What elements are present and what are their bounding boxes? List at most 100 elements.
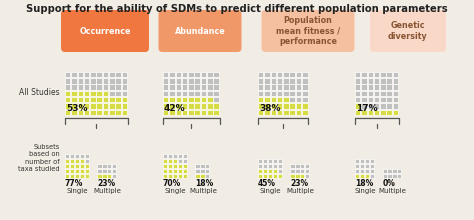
Bar <box>302 84 308 90</box>
Bar <box>386 72 392 77</box>
Bar <box>278 159 282 163</box>
Bar <box>173 174 177 178</box>
Bar <box>258 103 264 109</box>
Bar <box>271 84 276 90</box>
Bar <box>173 159 177 163</box>
Bar <box>263 159 267 163</box>
Bar <box>383 174 387 178</box>
Text: Multiple: Multiple <box>286 188 314 194</box>
Bar <box>115 78 121 84</box>
Bar <box>290 84 295 90</box>
Text: Occurrence: Occurrence <box>79 26 131 35</box>
Bar <box>71 84 77 90</box>
Bar <box>115 97 121 102</box>
Bar <box>182 97 187 102</box>
Bar <box>355 97 361 102</box>
Bar <box>213 72 219 77</box>
Bar <box>163 169 167 173</box>
Text: 45%: 45% <box>258 179 276 188</box>
Text: 70%: 70% <box>163 179 181 188</box>
Bar <box>188 103 194 109</box>
Bar <box>122 103 127 109</box>
Bar <box>178 154 182 158</box>
Bar <box>360 159 364 163</box>
Bar <box>207 78 213 84</box>
Bar <box>78 97 83 102</box>
Bar <box>97 78 102 84</box>
Bar <box>80 169 84 173</box>
Bar <box>264 78 270 84</box>
Bar <box>201 174 205 178</box>
Bar <box>277 78 283 84</box>
Bar <box>90 97 96 102</box>
Bar <box>175 72 181 77</box>
Bar <box>122 78 127 84</box>
Bar <box>305 164 310 168</box>
Bar <box>207 91 213 96</box>
Bar <box>305 174 310 178</box>
Bar <box>273 169 277 173</box>
Bar <box>386 103 392 109</box>
Bar <box>355 164 359 168</box>
Bar <box>201 72 206 77</box>
Bar <box>393 97 398 102</box>
Bar <box>278 164 282 168</box>
Bar <box>278 174 282 178</box>
Bar <box>169 110 175 115</box>
Bar <box>213 97 219 102</box>
Bar <box>109 72 115 77</box>
Bar <box>380 78 386 84</box>
Bar <box>71 72 77 77</box>
Bar <box>168 174 172 178</box>
Bar <box>201 84 206 90</box>
Bar <box>360 174 364 178</box>
Bar <box>393 91 398 96</box>
Bar <box>75 164 79 168</box>
Bar <box>370 174 374 178</box>
Bar <box>355 174 359 178</box>
Bar <box>213 103 219 109</box>
Bar <box>374 78 379 84</box>
Bar <box>361 72 367 77</box>
Bar <box>194 110 200 115</box>
Bar <box>368 84 373 90</box>
Bar <box>291 169 295 173</box>
Text: 23%: 23% <box>98 179 116 188</box>
Bar <box>355 91 361 96</box>
Bar <box>122 84 127 90</box>
FancyBboxPatch shape <box>158 10 241 52</box>
Bar <box>365 174 369 178</box>
Bar <box>169 84 175 90</box>
Bar <box>84 84 90 90</box>
Bar <box>365 164 369 168</box>
Bar <box>258 110 264 115</box>
Bar <box>374 84 379 90</box>
Bar <box>201 97 206 102</box>
Bar <box>301 169 304 173</box>
Bar <box>188 84 194 90</box>
Bar <box>84 164 89 168</box>
Bar <box>302 91 308 96</box>
Bar <box>296 72 301 77</box>
Bar <box>271 91 276 96</box>
Bar <box>258 72 264 77</box>
Bar <box>296 78 301 84</box>
Bar <box>65 84 71 90</box>
Bar <box>271 72 276 77</box>
Bar <box>90 103 96 109</box>
Text: Support for the ability of SDMs to predict different population parameters: Support for the ability of SDMs to predi… <box>26 4 448 14</box>
Bar <box>163 72 168 77</box>
Bar <box>84 78 90 84</box>
Bar <box>163 78 168 84</box>
Bar <box>97 110 102 115</box>
Bar <box>97 84 102 90</box>
Bar <box>80 164 84 168</box>
Bar <box>75 154 79 158</box>
Bar <box>98 174 102 178</box>
Bar <box>65 154 69 158</box>
Bar <box>65 72 71 77</box>
Bar <box>355 159 359 163</box>
Bar <box>122 72 127 77</box>
Bar <box>182 84 187 90</box>
Bar <box>370 164 374 168</box>
